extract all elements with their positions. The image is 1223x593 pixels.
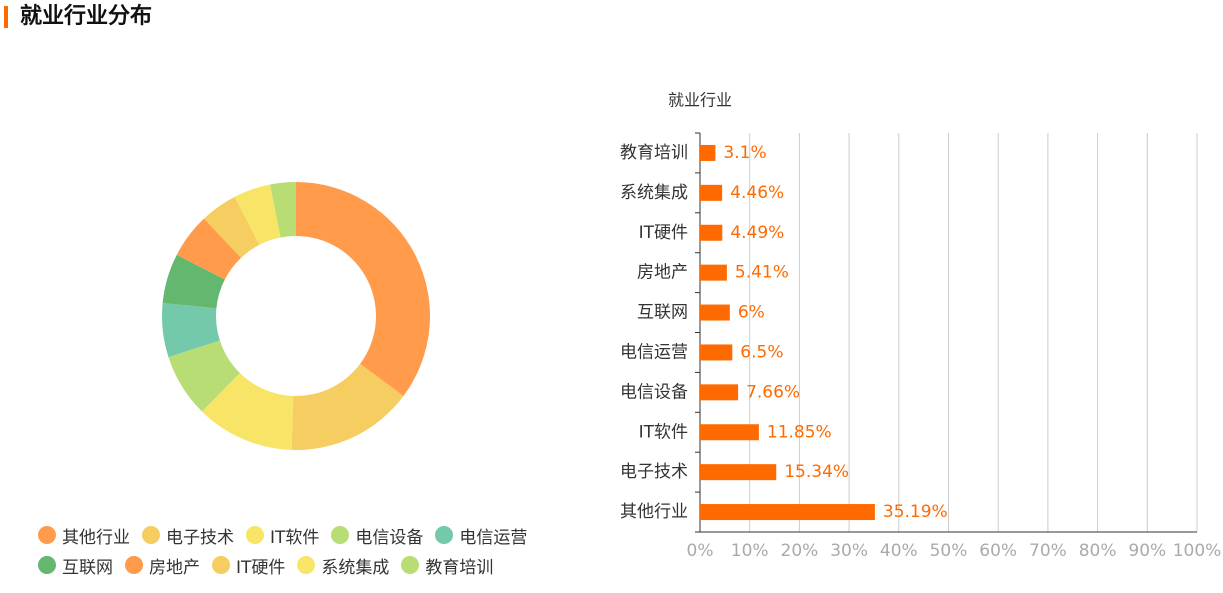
- x-tick-label: 20%: [781, 541, 819, 561]
- x-tick-label: 10%: [731, 541, 769, 561]
- y-tick-label: 系统集成: [620, 183, 688, 203]
- donut-slice: [296, 182, 430, 397]
- bar: [700, 264, 727, 281]
- data-label: 6%: [738, 303, 765, 323]
- axis-title: 就业行业: [668, 91, 732, 110]
- legend: 其他行业 电子技术 IT软件 电信设备 电信运营互联网 房地产 IT硬件 系统集成 教育培训: [38, 524, 578, 578]
- donut-slice: [201, 372, 294, 450]
- donut-slice: [234, 184, 281, 245]
- data-label: 11.85%: [767, 422, 832, 442]
- data-label: 4.49%: [730, 223, 784, 243]
- data-label: 4.46%: [730, 183, 784, 203]
- x-tick-label: 50%: [930, 541, 968, 561]
- legend-item[interactable]: 房地产: [125, 554, 200, 578]
- bar: [700, 384, 739, 401]
- x-tick-label: 80%: [1079, 541, 1117, 561]
- legend-item[interactable]: 教育培训: [401, 554, 494, 578]
- legend-swatch: [142, 526, 160, 544]
- data-label: 3.1%: [723, 143, 766, 163]
- legend-item[interactable]: 互联网: [38, 554, 113, 578]
- donut-slice: [270, 182, 296, 238]
- legend-swatch: [125, 556, 143, 574]
- legend-item[interactable]: 电子技术: [142, 524, 234, 548]
- donut-slice: [176, 218, 242, 280]
- legend-swatch: [297, 556, 316, 574]
- x-tick-label: 0%: [687, 541, 714, 561]
- donut-slice: [162, 303, 220, 358]
- legend-label: 电信运营: [459, 527, 528, 548]
- x-tick-label: 90%: [1128, 541, 1166, 561]
- donut-slice: [291, 363, 404, 451]
- x-tick-label: 40%: [880, 541, 918, 561]
- y-tick-label: IT硬件: [639, 223, 688, 243]
- legend-label: 教育培训: [425, 557, 494, 578]
- legend-label: 系统集成: [321, 557, 390, 578]
- y-tick-label: 电子技术: [620, 462, 688, 482]
- legend-item[interactable]: IT软件: [246, 524, 320, 548]
- y-tick-label: IT软件: [639, 422, 688, 442]
- data-label: 6.5%: [740, 342, 783, 362]
- data-label: 7.66%: [746, 382, 800, 402]
- legend-item[interactable]: 其他行业: [38, 524, 130, 548]
- bar: [700, 344, 733, 361]
- y-tick-label: 电信设备: [620, 382, 688, 402]
- y-tick-label: 其他行业: [620, 502, 688, 522]
- donut-slice: [203, 196, 260, 258]
- data-label: 15.34%: [784, 462, 849, 482]
- bar: [700, 464, 777, 481]
- legend-swatch: [331, 526, 350, 544]
- legend-label: 房地产: [149, 557, 200, 578]
- x-tick-label: 60%: [979, 541, 1017, 561]
- legend-item[interactable]: 系统集成: [297, 554, 390, 578]
- legend-swatch: [435, 526, 454, 544]
- legend-label: 电子技术: [166, 527, 234, 548]
- legend-swatch: [246, 526, 264, 544]
- legend-label: 互联网: [62, 557, 113, 578]
- legend-swatch: [38, 526, 56, 544]
- bar: [700, 504, 875, 521]
- y-tick-label: 房地产: [637, 263, 688, 283]
- legend-item[interactable]: 电信设备: [331, 524, 424, 548]
- x-tick-label: 30%: [830, 541, 868, 561]
- bar: [700, 424, 759, 441]
- x-tick-label: 70%: [1029, 541, 1067, 561]
- data-label: 5.41%: [735, 263, 789, 283]
- bar: [700, 184, 723, 201]
- legend-swatch: [401, 556, 420, 574]
- legend-label: 其他行业: [62, 527, 130, 548]
- legend-label: IT硬件: [236, 557, 286, 578]
- page-title: 就业行业分布: [20, 3, 152, 29]
- bar: [700, 224, 723, 241]
- y-tick-label: 互联网: [637, 303, 688, 323]
- legend-label: 电信设备: [355, 527, 424, 548]
- legend-item[interactable]: 电信运营: [435, 524, 528, 548]
- y-tick-label: 教育培训: [620, 143, 688, 163]
- donut-slice: [168, 340, 240, 412]
- y-tick-label: 电信运营: [620, 342, 688, 362]
- donut-slice: [162, 254, 225, 309]
- bar: [700, 304, 730, 321]
- x-tick-label: 100%: [1173, 541, 1222, 561]
- legend-item[interactable]: IT硬件: [212, 554, 286, 578]
- bar: [700, 144, 716, 161]
- legend-swatch: [38, 556, 56, 574]
- legend-label: IT软件: [270, 527, 320, 548]
- legend-swatch: [212, 556, 230, 574]
- title-accent: [4, 6, 8, 28]
- data-label: 35.19%: [883, 502, 948, 522]
